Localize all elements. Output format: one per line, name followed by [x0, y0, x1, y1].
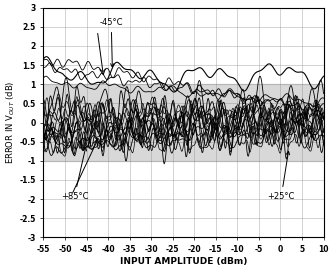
Text: +85°C: +85°C — [61, 147, 88, 201]
Text: +25°C: +25°C — [267, 151, 295, 201]
Bar — [44, 84, 324, 161]
X-axis label: INPUT AMPLITUDE (dBm): INPUT AMPLITUDE (dBm) — [120, 257, 247, 266]
Y-axis label: ERROR IN V$_{OUT}$ (dB): ERROR IN V$_{OUT}$ (dB) — [4, 81, 17, 164]
Text: -45°C: -45°C — [100, 18, 123, 67]
